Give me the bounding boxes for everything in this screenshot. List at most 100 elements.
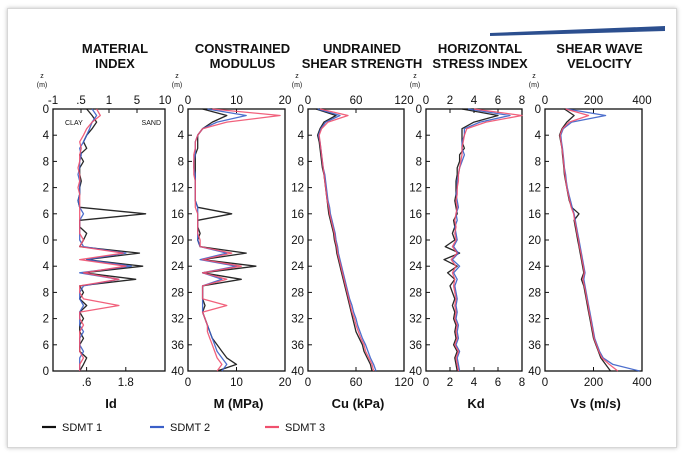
y-tick-label: 16 bbox=[291, 209, 304, 221]
y-tick-label: 40 bbox=[171, 366, 184, 378]
panel-frame bbox=[187, 108, 286, 372]
panel-title-line2: SHEAR STRENGTH bbox=[302, 56, 423, 71]
top-tick-label: 2 bbox=[447, 95, 453, 107]
panel-title-line1: UNDRAINED bbox=[323, 41, 401, 56]
top-tick-label: 1 bbox=[106, 95, 112, 107]
panel-frame bbox=[52, 108, 166, 372]
y-tick-label: 0 bbox=[178, 104, 184, 116]
panel-title-line1: MATERIAL bbox=[82, 41, 148, 56]
bottom-tick-label: 120 bbox=[394, 377, 413, 389]
y-tick-label: 24 bbox=[409, 261, 422, 273]
x-axis-label: M (MPa) bbox=[214, 396, 264, 411]
y-tick-label: 4 bbox=[535, 130, 542, 142]
series-line-sdmt-3 bbox=[77, 108, 127, 371]
y-tick-label: 4 bbox=[298, 130, 305, 142]
y-tick-label: 12 bbox=[528, 183, 541, 195]
z-axis-label: z bbox=[175, 73, 179, 80]
bottom-tick-label: 400 bbox=[632, 377, 651, 389]
panel-title-line1: SHEAR WAVE bbox=[556, 41, 643, 56]
top-tick-label: 0 bbox=[423, 95, 429, 107]
panel-frame bbox=[425, 108, 523, 372]
bottom-tick-label: 0 bbox=[185, 377, 191, 389]
x-axis-label: Cu (kPa) bbox=[332, 396, 385, 411]
panel-title-line2: MODULUS bbox=[210, 56, 276, 71]
top-tick-label: 60 bbox=[350, 95, 363, 107]
y-tick-label: 32 bbox=[528, 314, 541, 326]
z-axis-unit: (m) bbox=[529, 82, 540, 89]
y-tick-label: 32 bbox=[171, 314, 184, 326]
y-tick-label: 16 bbox=[528, 209, 541, 221]
annotation-sand: SAND bbox=[142, 120, 161, 127]
series-line-sdmt-3 bbox=[193, 108, 281, 372]
bottom-tick-label: 2 bbox=[447, 377, 453, 389]
bottom-tick-label: 0 bbox=[423, 377, 429, 389]
y-tick-label: 12 bbox=[291, 183, 304, 195]
series-line-sdmt-3 bbox=[450, 108, 523, 372]
top-tick-label: 20 bbox=[279, 95, 292, 107]
y-tick-label: 28 bbox=[528, 287, 541, 299]
top-tick-label: 0 bbox=[185, 95, 191, 107]
y-tick-label: 28 bbox=[171, 287, 184, 299]
figure-card: MATERIAL INDEX z (m) -1.5 1 5 10.6 1.8 0 4 8 2 6 0 4 8 2 6… bbox=[7, 8, 677, 448]
y-tick-label: 16 bbox=[409, 209, 422, 221]
y-tick-label: 0 bbox=[43, 235, 49, 247]
y-tick-label: 20 bbox=[171, 235, 184, 247]
x-axis-label: Id bbox=[105, 396, 117, 411]
y-tick-label: 12 bbox=[409, 183, 422, 195]
y-tick-label: 0 bbox=[43, 104, 49, 116]
series-line-sdmt-1 bbox=[194, 108, 257, 372]
z-axis-unit: (m) bbox=[292, 82, 303, 89]
y-tick-label: 8 bbox=[416, 156, 422, 168]
bottom-tick-label: 200 bbox=[584, 377, 603, 389]
y-tick-label: 20 bbox=[291, 235, 304, 247]
y-tick-label: 32 bbox=[291, 314, 304, 326]
y-tick-label: 0 bbox=[535, 104, 541, 116]
bottom-tick-label: .6 bbox=[82, 377, 92, 389]
series-line-sdmt-3 bbox=[318, 108, 375, 372]
y-tick-label: 36 bbox=[291, 340, 304, 352]
legend-label: SDMT 1 bbox=[62, 422, 102, 434]
z-axis-label: z bbox=[532, 73, 536, 80]
series-line-sdmt-2 bbox=[451, 108, 511, 372]
bottom-tick-label: 0 bbox=[305, 377, 311, 389]
top-tick-label: 120 bbox=[394, 95, 413, 107]
bottom-tick-label: 8 bbox=[519, 377, 525, 389]
legend-label: SDMT 3 bbox=[285, 422, 325, 434]
series-line-sdmt-2 bbox=[560, 108, 640, 372]
z-axis-unit: (m) bbox=[172, 82, 183, 89]
y-tick-label: 24 bbox=[171, 261, 184, 273]
y-tick-label: 24 bbox=[528, 261, 541, 273]
y-tick-label: 24 bbox=[291, 261, 304, 273]
bottom-tick-label: 60 bbox=[350, 377, 363, 389]
y-tick-label: 16 bbox=[171, 209, 184, 221]
y-tick-label: 36 bbox=[528, 340, 541, 352]
bottom-tick-label: 1.8 bbox=[118, 377, 134, 389]
y-tick-label: 8 bbox=[43, 287, 49, 299]
top-tick-label: 5 bbox=[134, 95, 140, 107]
series-line-sdmt-2 bbox=[317, 108, 377, 372]
series-line-sdmt-3 bbox=[559, 108, 619, 372]
annotation-clay: CLAY bbox=[65, 120, 83, 127]
panel-title-line1: HORIZONTAL bbox=[438, 41, 522, 56]
top-tick-label: 400 bbox=[632, 95, 651, 107]
series-line-sdmt-1 bbox=[443, 108, 499, 372]
y-tick-label: 2 bbox=[43, 314, 49, 326]
panel-title-line2: VELOCITY bbox=[567, 56, 632, 71]
y-tick-label: 6 bbox=[43, 340, 49, 352]
y-tick-label: 36 bbox=[171, 340, 184, 352]
y-tick-label: 4 bbox=[43, 130, 50, 142]
y-tick-label: 40 bbox=[409, 366, 422, 378]
y-tick-label: 20 bbox=[409, 235, 422, 247]
top-tick-label: .5 bbox=[76, 95, 86, 107]
bottom-tick-label: 6 bbox=[495, 377, 501, 389]
z-axis-unit: (m) bbox=[37, 82, 48, 89]
y-tick-label: 0 bbox=[298, 104, 304, 116]
series-line-sdmt-1 bbox=[77, 108, 147, 372]
z-axis-label: z bbox=[413, 73, 417, 80]
y-tick-label: 28 bbox=[291, 287, 304, 299]
y-tick-label: 36 bbox=[409, 340, 422, 352]
